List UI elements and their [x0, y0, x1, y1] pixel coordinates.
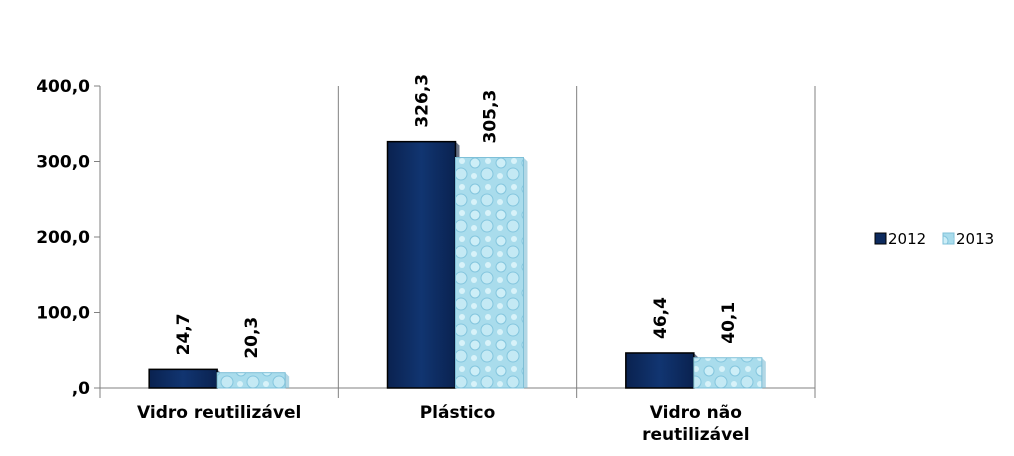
legend-swatch-2012: [874, 232, 887, 245]
bar-2012: [386, 140, 457, 389]
data-label: 40,1: [719, 302, 739, 344]
y-tick-label: ,0: [72, 379, 90, 399]
data-label: 46,4: [651, 297, 671, 339]
category-label: Vidro não: [650, 403, 742, 423]
bar-2013: [693, 357, 763, 389]
bar-2013: [216, 372, 286, 389]
y-tick-label: 100,0: [36, 304, 90, 324]
bar-side-shade: [761, 357, 766, 388]
y-tick-label: 400,0: [36, 77, 90, 97]
bar-2012: [148, 368, 218, 389]
data-label: 24,7: [174, 313, 194, 355]
data-label: 326,3: [413, 74, 433, 128]
bar-2013: [455, 156, 524, 389]
bar-2012: [625, 352, 695, 389]
data-label: 305,3: [481, 90, 501, 144]
y-tick-label: 300,0: [36, 153, 90, 173]
legend-swatch-2013: [942, 232, 955, 245]
category-label: Plástico: [420, 403, 496, 423]
category-label: reutilizável: [642, 425, 749, 445]
legend-label: 2012: [888, 230, 926, 248]
legend-label: 2013: [956, 230, 994, 248]
data-label: 20,3: [242, 317, 262, 359]
y-tick-label: 200,0: [36, 228, 90, 248]
category-label: Vidro reutilizável: [137, 403, 301, 423]
bar-side-shade: [523, 157, 528, 388]
bar-side-shade: [285, 372, 290, 388]
